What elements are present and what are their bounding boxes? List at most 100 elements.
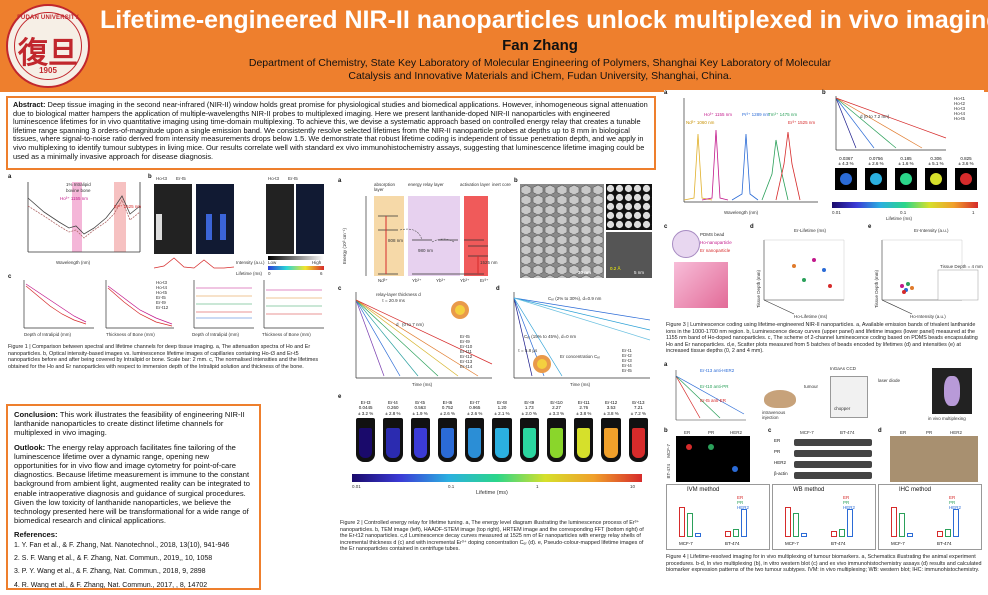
tile-spot bbox=[840, 172, 852, 185]
intensity-colorbar bbox=[268, 256, 324, 260]
tube-label: Er-t5 bbox=[415, 400, 426, 405]
ion-nd: Nd³⁺ bbox=[378, 278, 388, 283]
method-group-label: MCF-7 bbox=[679, 541, 693, 546]
tube-value: 7.21 bbox=[633, 405, 643, 411]
tube-image bbox=[410, 418, 430, 463]
absorption-layer-band bbox=[374, 196, 404, 276]
c-plot-2 bbox=[105, 280, 174, 329]
d-legend-3: Er-t3 bbox=[622, 358, 632, 363]
cb-zero: 0 bbox=[268, 271, 271, 276]
c-legend-1: Ho-t3 bbox=[156, 280, 168, 285]
step-ccd: InGaAs CCD bbox=[830, 366, 857, 371]
fig2d-decay-plot bbox=[513, 292, 651, 379]
tube-label: Er-t13 bbox=[632, 400, 645, 405]
tile-image bbox=[895, 167, 917, 190]
tube-label: Er-t3 bbox=[360, 400, 371, 405]
nd-peak bbox=[683, 133, 713, 201]
tile-spot bbox=[900, 172, 912, 185]
tile-spot bbox=[960, 172, 972, 185]
step-ivm: in vivo multiplexing bbox=[928, 416, 966, 421]
c-legend-3: Ho-t5 bbox=[156, 290, 168, 295]
fig4d-ihc-images bbox=[890, 436, 978, 482]
cb-low: Low bbox=[268, 260, 277, 265]
e-scale-1: 0.01 bbox=[352, 484, 361, 489]
c-label-pdms: PDMS bead bbox=[700, 232, 725, 237]
b-col-pr: PR bbox=[708, 430, 715, 435]
method-bar bbox=[733, 529, 739, 537]
c-xlabel-3: Depth of Intralipid (mm) bbox=[192, 332, 240, 337]
c-plot-1 bbox=[23, 280, 94, 329]
fig2e-tube-row: Er-t3 0.0445 ± 3.2 % Er-t4 0.260 ± 2.8 % Er-t5… bbox=[352, 400, 652, 470]
hrtem-image bbox=[606, 232, 652, 278]
abstract-box: Abstract: Deep tissue imaging in the sec… bbox=[6, 96, 656, 170]
e-axis-er: Er-Intensity (a.u.) bbox=[914, 228, 949, 233]
pdms-bead bbox=[672, 230, 700, 258]
c-annot-d: d bbox=[396, 322, 399, 327]
line-808: 808 nm bbox=[388, 238, 404, 243]
c-legend-6: Er-t12 bbox=[156, 305, 169, 310]
affiliation-line-2: Catalysis and Innovative Materials and i… bbox=[348, 70, 732, 82]
c-col-bt474: BT-474 bbox=[840, 430, 855, 435]
fig3b-legend: Ho-t1 Ho-t2 Ho-t3 Ho-t4 Ho-t5 bbox=[954, 96, 965, 121]
d-axis-er: Er-Lifetime (ms) bbox=[794, 228, 827, 233]
logo-year: 1905 bbox=[39, 66, 57, 75]
c-legend-7: Er-t14 bbox=[460, 364, 473, 369]
d-col-her2: HER2 bbox=[950, 430, 963, 435]
tube-value: 0.752 bbox=[441, 405, 454, 411]
d-legend-1: Er-t1 bbox=[622, 348, 632, 353]
layer-core: inert core bbox=[492, 182, 511, 187]
line-1525: 1525 nm bbox=[480, 260, 498, 265]
capillary-er-lifetime bbox=[220, 214, 226, 240]
cb-high: High bbox=[312, 260, 322, 265]
tube-label: Er-t7 bbox=[469, 400, 480, 405]
method-bar bbox=[945, 529, 951, 537]
tube-fluid bbox=[495, 428, 509, 459]
e-axis-depth: Tissue Depth (mm) bbox=[874, 270, 879, 309]
tube-label: Er-t4 bbox=[388, 400, 398, 405]
d-xlabel: Time (ms) bbox=[570, 382, 591, 387]
layer-relay: energy relay layer bbox=[408, 182, 444, 187]
logo-ring bbox=[14, 12, 82, 80]
tube-error: ± 1.9 % bbox=[412, 410, 428, 416]
method-bar bbox=[891, 507, 897, 537]
haadf-dots bbox=[606, 184, 652, 230]
wb-band bbox=[794, 472, 872, 479]
fig1b-lifetime-image-2 bbox=[296, 184, 324, 254]
method-bar bbox=[899, 513, 905, 537]
peak-er: Er³⁺ 1525 nm bbox=[788, 120, 816, 125]
conclusion-box: Conclusion: This work illustrates the fe… bbox=[6, 404, 261, 590]
c-label-ho: Ho-nanoparticle bbox=[700, 240, 732, 245]
method-bar bbox=[687, 513, 693, 537]
step-chopper: chopper bbox=[834, 406, 851, 411]
lifetime-tube: Er-t3 0.0445 ± 3.2 % bbox=[352, 400, 379, 463]
fig3a-emission-plot bbox=[683, 98, 818, 203]
tube-error: ± 7.2 % bbox=[630, 410, 646, 416]
method-legend-item: ER bbox=[843, 495, 850, 500]
method-legend-item: PR bbox=[737, 500, 744, 505]
method-legend-item: ER bbox=[949, 495, 956, 500]
b-header-4: Er-t5 bbox=[288, 176, 298, 181]
method-group-label: BT-474 bbox=[937, 541, 952, 546]
fig1c-plots bbox=[23, 280, 324, 329]
c-legend-2: Er-t9 bbox=[460, 339, 470, 344]
activation-layer-band bbox=[464, 196, 488, 276]
spot-her2 bbox=[732, 466, 738, 472]
b-header-3: Ho-t3 bbox=[268, 176, 280, 181]
fig4c-western-blot: ER PR HER2 β-actin bbox=[774, 438, 874, 482]
figure-1: a 1% Intralipid bovine bone Ho³⁺ 1155 nm… bbox=[6, 174, 326, 402]
tile-error: ± 3.6 % bbox=[958, 161, 974, 167]
er-band bbox=[114, 182, 126, 252]
d-axis-ho: Ho-Lifetime (ms) bbox=[794, 314, 828, 319]
method-chart: IVM method ER PR HER2 MCF-7 BT-474 bbox=[666, 484, 770, 550]
e-scale-2: 0.1 bbox=[448, 484, 455, 489]
method-title: IHC method bbox=[899, 487, 932, 493]
lifetime-tube: Er-t6 0.752 ± 2.6 % bbox=[434, 400, 461, 463]
wb-band bbox=[794, 450, 872, 457]
fig4b-ivm-images bbox=[676, 436, 750, 482]
tube-error: ± 3.8 % bbox=[576, 410, 592, 416]
tile-image bbox=[925, 167, 947, 190]
b-legend-5: Ho-t5 bbox=[954, 116, 966, 121]
tube-image bbox=[383, 418, 403, 463]
tile-image bbox=[955, 167, 977, 190]
tube-image bbox=[492, 418, 512, 463]
